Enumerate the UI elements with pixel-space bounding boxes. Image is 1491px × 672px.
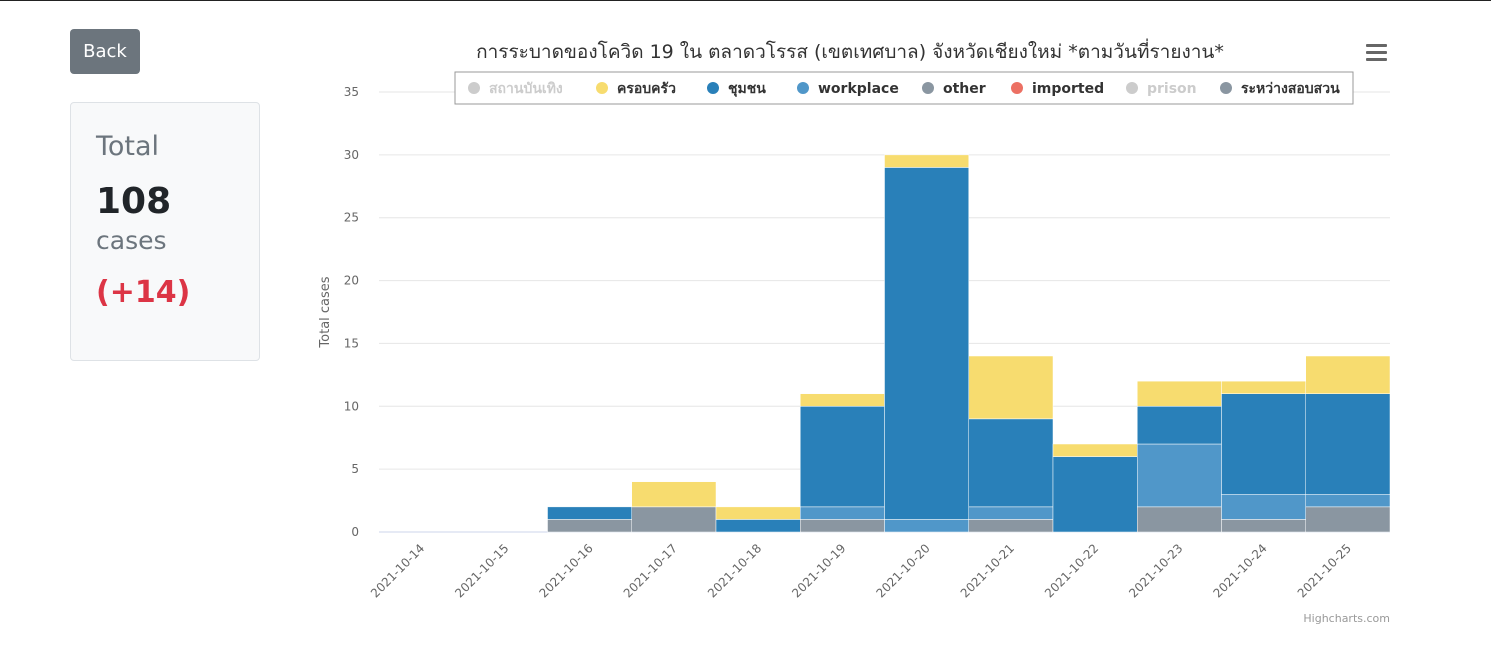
x-tick-label: 2021-10-18 — [705, 541, 764, 600]
bar-segment — [1052, 456, 1138, 533]
back-button[interactable]: Back — [70, 29, 140, 74]
bar-segment — [884, 519, 969, 533]
x-tick-label: 2021-10-17 — [621, 541, 680, 600]
legend-marker[interactable] — [707, 82, 719, 94]
total-label: Total — [96, 131, 160, 162]
bar-segment — [715, 506, 801, 520]
bar-segment — [1137, 443, 1222, 508]
x-tick-label: 2021-10-14 — [368, 541, 427, 600]
hamburger-icon-bar — [1366, 58, 1387, 61]
y-tick-label: 20 — [344, 274, 359, 288]
legend-item-label[interactable]: ชุมชน — [728, 81, 766, 97]
x-tick-label: 2021-10-16 — [537, 541, 596, 600]
bar-segment — [800, 406, 885, 508]
y-tick-label: 5 — [351, 462, 359, 476]
total-unit: cases — [96, 226, 167, 255]
legend-item-label[interactable]: imported — [1032, 81, 1104, 97]
total-cases-card: Total 108 cases (+14) — [70, 102, 260, 361]
bar-segment — [1221, 519, 1306, 533]
bar-segment — [884, 167, 969, 520]
x-tick-label: 2021-10-15 — [452, 541, 511, 600]
bar-segment — [1221, 393, 1306, 495]
bar-segment — [1305, 494, 1391, 508]
bar-segment — [1137, 506, 1222, 533]
x-tick-label: 2021-10-19 — [789, 541, 848, 600]
bar-segment — [968, 506, 1054, 520]
legend-item-label[interactable]: ครอบครัว — [617, 81, 676, 97]
total-delta: (+14) — [96, 275, 191, 310]
x-tick-label: 2021-10-20 — [874, 541, 933, 600]
bar-segment — [631, 506, 717, 533]
bar-segment — [547, 519, 632, 533]
legend-marker[interactable] — [596, 82, 608, 94]
bar-segment — [1137, 380, 1222, 407]
legend-item-label[interactable]: ระหว่างสอบสวน — [1241, 81, 1340, 97]
bar-segment — [1052, 443, 1138, 457]
legend-item-label[interactable]: prison — [1147, 81, 1197, 97]
x-tick-label: 2021-10-22 — [1042, 541, 1101, 600]
legend-marker[interactable] — [922, 82, 934, 94]
bar-segment — [1305, 393, 1391, 495]
bar-segment — [1221, 494, 1306, 520]
hamburger-icon-bar — [1366, 44, 1387, 47]
bar-segment — [884, 154, 969, 168]
x-tick-label: 2021-10-23 — [1126, 541, 1185, 600]
bar-segment — [547, 506, 632, 520]
top-divider — [0, 0, 1491, 1]
y-tick-label: 30 — [344, 148, 359, 162]
bar-segment — [800, 506, 885, 520]
legend-box — [454, 71, 1354, 105]
legend-marker[interactable] — [1220, 82, 1232, 94]
legend-marker[interactable] — [468, 82, 480, 94]
y-tick-label: 35 — [344, 85, 359, 99]
x-tick-label: 2021-10-21 — [958, 541, 1017, 600]
legend-marker[interactable] — [1126, 82, 1138, 94]
bar-segment — [968, 355, 1054, 420]
x-tick-label: 2021-10-24 — [1211, 541, 1270, 600]
chart-credit[interactable]: Highcharts.com — [1303, 612, 1390, 625]
y-tick-label: 0 — [351, 525, 359, 539]
legend-item-label[interactable]: สถานบันเทิง — [489, 81, 563, 97]
legend-item-label[interactable]: workplace — [818, 81, 899, 97]
legend-marker[interactable] — [797, 82, 809, 94]
legend-marker[interactable] — [1011, 82, 1023, 94]
bar-segment — [968, 418, 1054, 508]
hamburger-icon-bar — [1366, 51, 1387, 54]
bar-segment — [715, 519, 801, 533]
total-value: 108 — [96, 181, 172, 222]
chart-menu-button[interactable] — [1364, 44, 1390, 66]
bar-segment — [1305, 506, 1391, 533]
bar-segment — [800, 393, 885, 407]
bar-segment — [631, 481, 717, 508]
x-tick-label: 2021-10-25 — [1295, 541, 1354, 600]
bar-segment — [1305, 355, 1391, 394]
bar-segment — [1221, 380, 1306, 394]
chart-title: การระบาดของโควิด 19 ใน ตลาดวโรรส (เขตเทศ… — [476, 41, 1224, 63]
y-tick-label: 15 — [344, 336, 359, 350]
legend-item-label[interactable]: other — [943, 81, 986, 97]
bar-segment — [968, 519, 1054, 533]
y-tick-label: 25 — [344, 211, 359, 225]
y-tick-label: 10 — [344, 399, 359, 413]
bar-segment — [800, 519, 885, 533]
y-axis-title: Total cases — [318, 276, 333, 348]
bar-segment — [1137, 406, 1222, 445]
